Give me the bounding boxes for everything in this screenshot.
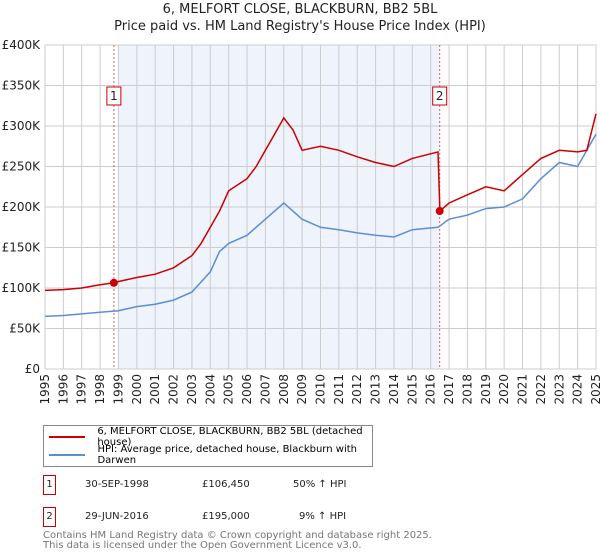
marker-badge: 2: [43, 507, 56, 527]
marker-box: [432, 86, 448, 106]
x-tick-label: 2003: [185, 374, 199, 405]
x-tick-label: 2018: [460, 374, 474, 405]
footer-line: Contains HM Land Registry data © Crown c…: [43, 530, 432, 541]
hpi-line: [44, 133, 597, 318]
legend-swatch-blue: [49, 454, 86, 456]
y-tick-label: £150K: [2, 241, 42, 255]
x-tick-label: 2007: [258, 374, 272, 405]
x-tick-label: 2013: [369, 374, 383, 405]
x-tick-label: 2017: [442, 374, 456, 405]
legend-item-property: 6, MELFORT CLOSE, BLACKBURN, BB2 5BL (de…: [44, 426, 372, 448]
x-tick-label: 2020: [497, 374, 511, 405]
x-tick-label: 1995: [38, 374, 52, 405]
marker-label: 1: [110, 89, 118, 103]
y-tick-label: £350K: [2, 79, 42, 93]
x-tick-label: 1999: [111, 374, 125, 405]
legend-label: HPI: Average price, detached house, Blac…: [97, 444, 357, 466]
x-tick-label: 2019: [479, 374, 493, 405]
y-tick-label: £400K: [2, 38, 42, 52]
x-tick-label: 1996: [56, 374, 70, 405]
x-tick-label: 2010: [314, 374, 328, 405]
x-tick-label: 2012: [350, 374, 364, 405]
transaction-date: 29-JUN-2016: [85, 511, 149, 522]
x-tick-label: 2009: [295, 374, 309, 405]
transaction-price: £106,450: [202, 479, 250, 490]
x-tick-label: 2011: [332, 374, 346, 405]
x-tick-label: 2002: [167, 374, 181, 405]
transaction-hpi: 50% ↑ HPI: [293, 479, 347, 490]
legend-item-hpi: HPI: Average price, detached house, Blac…: [44, 444, 372, 466]
marker-badge: 1: [43, 475, 56, 495]
x-tick-label: 2000: [130, 374, 144, 405]
x-tick-label: 2008: [277, 374, 291, 405]
legend-swatch-red: [49, 436, 86, 438]
price-chart: 1995 1996 1997 1998 1999 2000 2001 2002 2003 2004…: [2, 38, 600, 405]
property-price-line: [44, 113, 597, 292]
x-tick-label: 2021: [516, 374, 530, 405]
footer: Contains HM Land Registry data © Crown c…: [43, 531, 432, 551]
x-tick-label: 2001: [148, 374, 162, 405]
y-tick-label: £0: [25, 362, 40, 376]
transaction-hpi: 9% ↑ HPI: [299, 511, 347, 522]
x-tick-label: 2004: [203, 374, 217, 405]
x-tick-label: 2005: [222, 374, 236, 405]
y-tick-label: £100K: [2, 281, 42, 295]
marker-box: [106, 86, 122, 106]
y-tick-label: £300K: [2, 119, 42, 133]
transaction-row: 1 30-SEP-1998 £106,450 50% ↑ HPI: [43, 475, 363, 495]
sale-point: [435, 207, 444, 216]
x-tick-label: 2015: [405, 374, 419, 405]
y-tick-label: £50K: [9, 322, 41, 336]
marker-label: 2: [436, 89, 444, 103]
x-tick-label: 2014: [387, 374, 401, 405]
x-tick-label: 1998: [93, 374, 107, 405]
transaction-date: 30-SEP-1998: [85, 479, 149, 490]
transaction-row: 2 29-JUN-2016 £195,000 9% ↑ HPI: [43, 507, 363, 527]
legend: 6, MELFORT CLOSE, BLACKBURN, BB2 5BL (de…: [43, 425, 373, 467]
legend-label: 6, MELFORT CLOSE, BLACKBURN, BB2 5BL (de…: [97, 426, 363, 448]
x-tick-label: 2016: [424, 374, 438, 405]
y-tick-label: £250K: [2, 160, 42, 174]
x-tick-label: 2025: [589, 374, 600, 405]
x-tick-label: 2006: [240, 374, 254, 405]
sale-point: [109, 278, 118, 287]
chart-title: 6, MELFORT CLOSE, BLACKBURN, BB2 5BL: [162, 2, 438, 17]
plot-frame: [44, 44, 597, 370]
y-tick-label: £200K: [2, 200, 42, 214]
x-tick-label: 2024: [571, 374, 585, 405]
chart-subtitle: Price paid vs. HM Land Registry's House …: [114, 19, 486, 34]
x-tick-label: 2023: [552, 374, 566, 405]
x-tick-label: 1997: [75, 374, 89, 405]
footer-line: This data is licensed under the Open Gov…: [43, 540, 362, 551]
transaction-price: £195,000: [202, 511, 250, 522]
x-tick-label: 2022: [534, 374, 548, 405]
